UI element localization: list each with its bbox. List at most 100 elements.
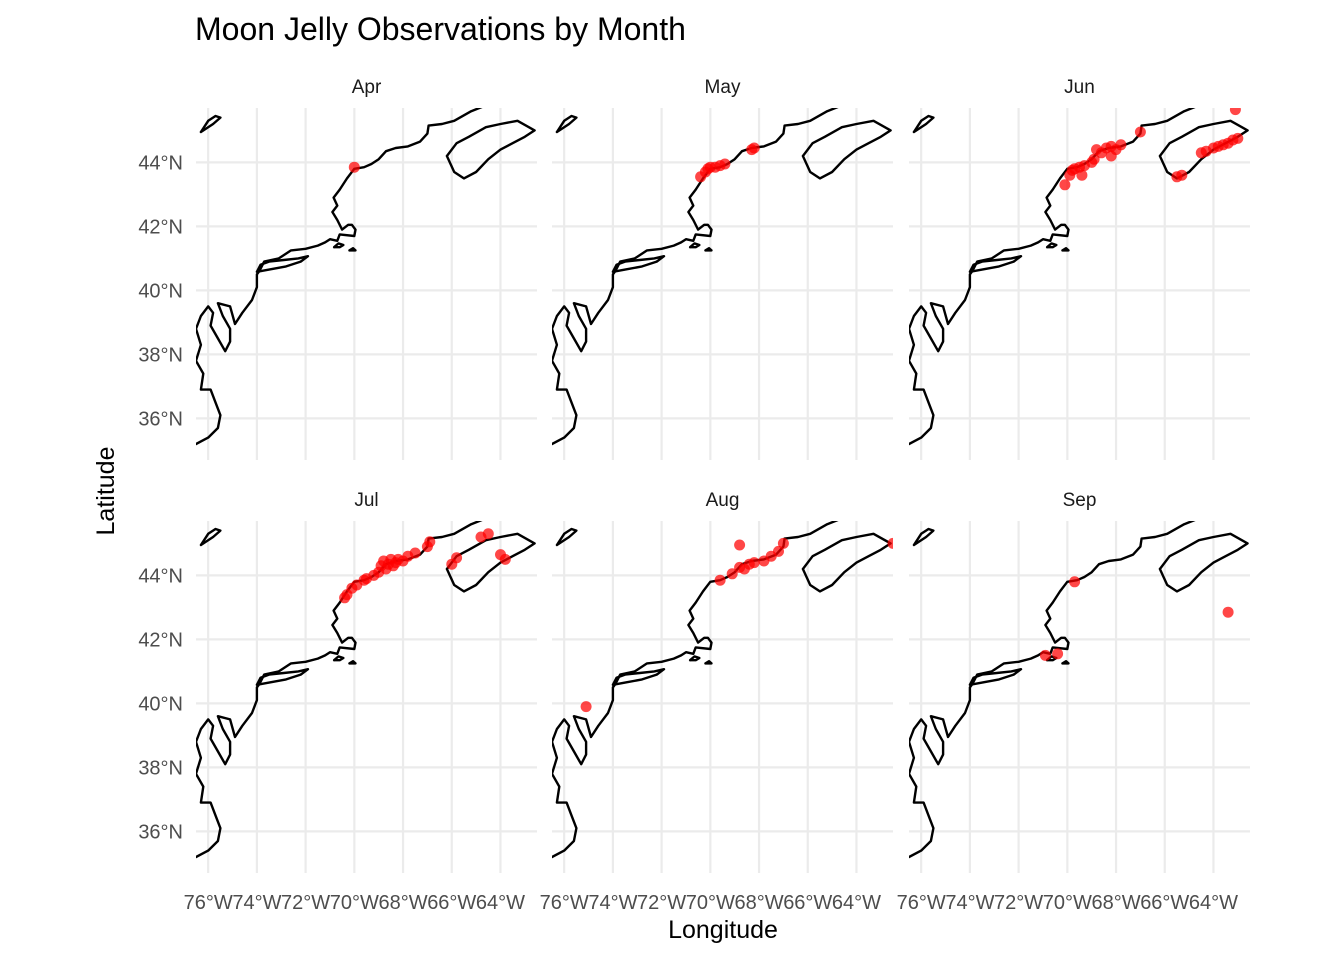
observation-point (1076, 169, 1088, 181)
facet-label: Jun (1064, 77, 1095, 98)
x-tick-label: 72°W (637, 892, 686, 914)
x-tick-label: 76°W (897, 892, 946, 914)
coastline-path (199, 527, 222, 547)
observation-point (580, 701, 592, 713)
y-tick-label: 38°N (138, 757, 183, 779)
y-tick-label: 36°N (138, 408, 183, 430)
observation-point (748, 142, 760, 154)
x-tick-label: 72°W (281, 892, 330, 914)
coastline-path (611, 668, 666, 686)
observation-point (714, 574, 726, 586)
x-tick-label: 70°W (686, 892, 735, 914)
observation-point (719, 158, 731, 170)
x-tick-label: 64°W (1189, 892, 1238, 914)
facet-label: May (705, 77, 741, 98)
observation-point (451, 552, 463, 564)
coastline-path (445, 532, 536, 593)
coastline-path (801, 119, 892, 180)
x-tick-label: 68°W (1091, 892, 1140, 914)
chart-title: Moon Jelly Observations by Month (195, 11, 686, 47)
facet-label: Sep (1063, 490, 1097, 511)
observation-point (1232, 132, 1244, 144)
x-tick-label: 68°W (378, 892, 427, 914)
observation-point (1069, 576, 1081, 588)
x-tick-label: 76°W (184, 892, 233, 914)
observation-point (1229, 108, 1241, 116)
observation-points (580, 537, 893, 713)
y-axis-label: Latitude (92, 447, 120, 536)
observation-point (424, 536, 436, 548)
observation-point (1088, 153, 1100, 165)
x-tick-label: 68°W (734, 892, 783, 914)
y-tick-label: 42°N (138, 216, 183, 238)
observation-point (409, 547, 421, 559)
coastline (552, 108, 892, 446)
observation-point (1115, 139, 1127, 151)
observation-points (695, 142, 760, 183)
coastline-path (555, 527, 578, 547)
observation-point (499, 553, 511, 565)
observation-points (348, 161, 360, 173)
coastline-path (348, 660, 357, 665)
y-tick-label: 40°N (138, 693, 183, 715)
coastline-path (332, 242, 345, 249)
observation-points (339, 528, 511, 604)
y-tick-label: 36°N (138, 821, 183, 843)
coastline-path (1061, 660, 1070, 665)
x-tick-label: 66°W (427, 892, 476, 914)
observation-point (348, 161, 360, 173)
y-tick-label: 44°N (138, 565, 183, 587)
coastline-path (332, 655, 345, 662)
observation-point (1222, 606, 1234, 618)
x-tick-label: 66°W (1140, 892, 1189, 914)
coastline-path (255, 255, 310, 273)
coastline-path (688, 655, 701, 662)
y-tick-label: 42°N (138, 629, 183, 651)
x-tick-label: 74°W (945, 892, 994, 914)
observation-points (1059, 108, 1244, 191)
observation-point (1039, 649, 1051, 661)
y-tick-label: 38°N (138, 344, 183, 366)
x-tick-label: 70°W (330, 892, 379, 914)
facet-label: Aug (706, 490, 740, 511)
coastline-path (1045, 242, 1058, 249)
observation-point (734, 539, 746, 551)
facet-panels: Apr 36°N 38°N 40°N 42°N 44°N May Jun Jul 36°N 38°N… (138, 77, 1250, 914)
y-tick-label: 44°N (138, 152, 183, 174)
coastline-path (196, 108, 483, 446)
coastline-path (255, 668, 310, 686)
coastline-path (1061, 247, 1070, 252)
coastline-path (688, 242, 701, 249)
observation-point (748, 557, 760, 569)
coastline-path (611, 255, 666, 273)
coastline-path (909, 521, 1196, 859)
coastline-path (552, 108, 839, 446)
x-tick-label: 74°W (588, 892, 637, 914)
y-tick-label: 40°N (138, 280, 183, 302)
coastline-path (704, 660, 713, 665)
observation-points (1039, 576, 1234, 661)
coastline-path (445, 119, 536, 180)
coastline-path (199, 114, 222, 134)
coastline (196, 108, 536, 446)
coastline-path (348, 247, 357, 252)
facet-label: Jul (354, 490, 378, 511)
observation-point (482, 528, 494, 540)
x-tick-label: 64°W (476, 892, 525, 914)
coastline-path (912, 114, 935, 134)
x-tick-label: 70°W (1043, 892, 1092, 914)
coastline (196, 521, 536, 859)
facet-panel: Jun (909, 77, 1250, 460)
coastline (909, 521, 1249, 859)
coastline-path (704, 247, 713, 252)
x-tick-label: 76°W (540, 892, 589, 914)
coastline-path (912, 527, 935, 547)
observation-point (777, 537, 789, 549)
observation-point (1176, 169, 1188, 181)
coastline-path (968, 668, 1023, 686)
observation-point (887, 537, 893, 549)
facet-panel: May (552, 77, 893, 460)
x-tick-label: 72°W (994, 892, 1043, 914)
